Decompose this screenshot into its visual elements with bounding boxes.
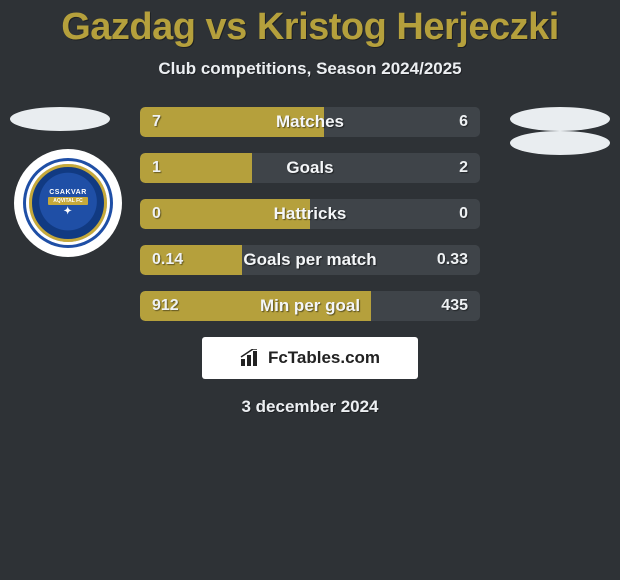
branding-text: FcTables.com: [268, 348, 380, 368]
stat-row: 0.140.33Goals per match: [140, 245, 480, 275]
stat-label: Goals per match: [140, 245, 480, 275]
stat-label: Matches: [140, 107, 480, 137]
avatar-placeholder-right-1: [510, 107, 610, 131]
crest-bot-text: ✦: [64, 206, 73, 217]
right-player-column: [500, 107, 620, 155]
stat-row: 00Hattricks: [140, 199, 480, 229]
stat-row: 12Goals: [140, 153, 480, 183]
stat-label: Min per goal: [140, 291, 480, 321]
stat-bars: 76Matches 12Goals 00Hattricks 0.140.33Goals…: [140, 107, 480, 321]
left-player-column: CSAKVAR AQVITAL FC ✦: [0, 107, 120, 257]
branding-badge: FcTables.com: [202, 337, 418, 379]
comparison-stage: CSAKVAR AQVITAL FC ✦ 76Matches 12Goals 00H…: [0, 107, 620, 321]
crest-top-text: CSAKVAR: [49, 189, 87, 196]
stat-row: 76Matches: [140, 107, 480, 137]
stat-row: 912435Min per goal: [140, 291, 480, 321]
bar-chart-icon: [240, 349, 262, 367]
stat-label: Goals: [140, 153, 480, 183]
date-text: 3 december 2024: [0, 397, 620, 417]
subtitle: Club competitions, Season 2024/2025: [0, 59, 620, 79]
crest-inner: CSAKVAR AQVITAL FC ✦: [29, 164, 107, 242]
avatar-placeholder-left: [10, 107, 110, 131]
stat-label: Hattricks: [140, 199, 480, 229]
club-crest-left: CSAKVAR AQVITAL FC ✦: [14, 149, 122, 257]
crest-mid-text: AQVITAL FC: [48, 197, 88, 205]
page-title: Gazdag vs Kristog Herjeczki: [0, 0, 620, 49]
avatar-placeholder-right-2: [510, 131, 610, 155]
